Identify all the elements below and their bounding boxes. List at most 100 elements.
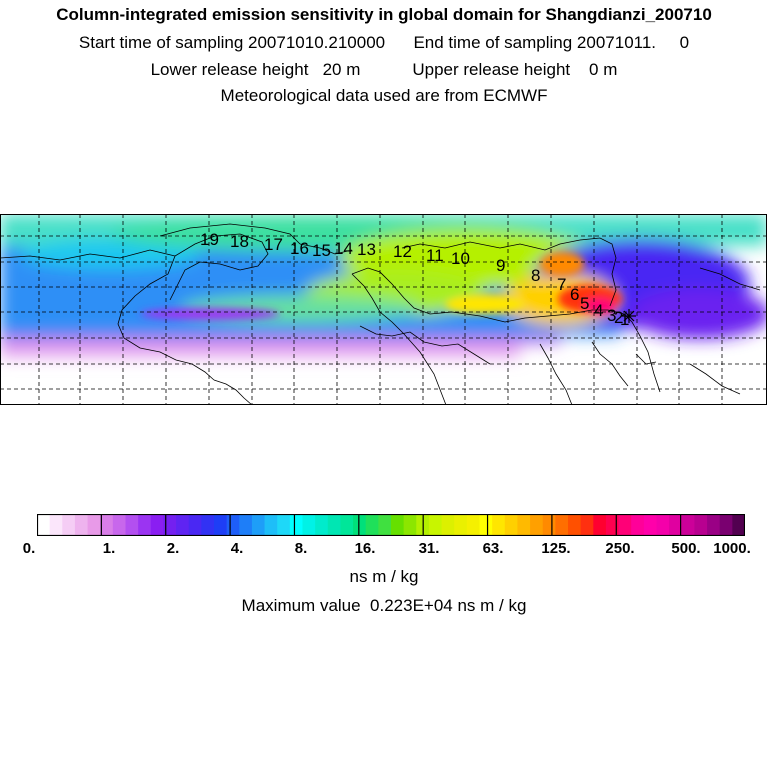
trajectory-label-10: 10 (451, 249, 470, 268)
trajectory-label-6: 6 (570, 285, 579, 304)
trajectory-label-17: 17 (264, 235, 283, 254)
colorbar-cell (378, 514, 392, 536)
colorbar-cell (340, 514, 354, 536)
colorbar-cell (492, 514, 506, 536)
sensitivity-map: 1 2 3 4 5 6 7 8 9 10 11 12 13 14 15 16 1… (0, 214, 767, 405)
colorbar-cell (542, 514, 556, 536)
trajectory-label-8: 8 (531, 266, 540, 285)
colorbar-tick-4: 8. (294, 540, 308, 557)
trajectory-label-13: 13 (357, 240, 376, 259)
colorbar-tick-2: 2. (166, 540, 180, 557)
colorbar-cell (264, 514, 278, 536)
colorbar-cells (37, 514, 745, 536)
colorbar (37, 514, 745, 536)
colorbar-tick-1: 1. (102, 540, 116, 557)
colorbar-tick-8: 125. (541, 540, 571, 557)
colorbar-cell (593, 514, 607, 536)
maximum-value-text: Maximum value 0.223E+04 ns m / kg (241, 596, 527, 615)
colorbar-cell (643, 514, 658, 536)
trajectory-label-18: 18 (230, 232, 249, 251)
colorbar-cell (226, 514, 240, 536)
trajectory-label-5: 5 (580, 294, 589, 313)
colorbar-cell (125, 514, 139, 536)
colorbar-cell (517, 514, 531, 536)
colorbar-tick-9: 250. (605, 540, 635, 557)
colorbar-cell (580, 514, 594, 536)
colorbar-cell (504, 514, 519, 536)
trajectory-label-16: 16 (290, 239, 309, 258)
colorbar-cell (403, 514, 417, 536)
colorbar-cell (391, 514, 405, 536)
colorbar-cell (201, 514, 215, 536)
colorbar-cell (289, 514, 304, 536)
colorbar-cell (669, 514, 683, 536)
colorbar-cell (74, 514, 89, 536)
colorbar-cell (707, 514, 721, 536)
colorbar-cell (454, 514, 468, 536)
release-height-line: Lower release height 20 m Upper release … (150, 60, 618, 79)
trajectory-label-7: 7 (557, 275, 566, 294)
trajectory-label-14: 14 (334, 239, 353, 258)
trajectory-label-9: 9 (496, 256, 505, 275)
colorbar-cell (37, 514, 51, 536)
trajectory-label-4: 4 (594, 301, 603, 320)
colorbar-tick-7: 63. (482, 540, 504, 557)
colorbar-cell (694, 514, 708, 536)
trajectory-label-15: 15 (312, 241, 331, 260)
colorbar-cell (214, 514, 228, 536)
trajectory-label-2: 2 (614, 308, 623, 327)
colorbar-cell (188, 514, 202, 536)
colorbar-cell (302, 514, 316, 536)
colorbar-cell (163, 514, 177, 536)
colorbar-tick-5: 16. (354, 540, 376, 557)
colorbar-tick-3: 4. (230, 540, 244, 557)
colorbar-cell (441, 514, 455, 536)
colorbar-cell (353, 514, 367, 536)
colorbar-tick-10: 500. (671, 540, 701, 557)
colorbar-cell (466, 514, 481, 536)
colorbar-dividers (100, 514, 682, 536)
colorbar-cell (176, 514, 190, 536)
colorbar-cell (732, 514, 745, 536)
figure-title: Column-integrated emission sensitivity i… (56, 5, 712, 24)
met-data-line: Meteorological data used are from ECMWF (220, 86, 548, 105)
colorbar-cell (112, 514, 127, 536)
trajectory-label-3: 3 (607, 306, 616, 325)
colorbar-cell (100, 514, 114, 536)
colorbar-cell (568, 514, 582, 536)
trajectory-label-12: 12 (393, 242, 412, 261)
colorbar-cell (251, 514, 266, 536)
colorbar-cell (62, 514, 76, 536)
colorbar-cell (631, 514, 645, 536)
colorbar-cell (618, 514, 632, 536)
colorbar-cell (530, 514, 544, 536)
colorbar-cell (656, 514, 670, 536)
colorbar-cell (428, 514, 443, 536)
colorbar-cell (719, 514, 733, 536)
colorbar-cell (277, 514, 291, 536)
colorbar-cell (479, 514, 493, 536)
colorbar-tick-0: 0. (22, 540, 36, 557)
map-border (0, 214, 767, 405)
colorbar-cell (150, 514, 165, 536)
colorbar-cell (138, 514, 152, 536)
sampling-time-line: Start time of sampling 20071010.210000 E… (78, 33, 690, 52)
colorbar-cell (327, 514, 342, 536)
colorbar-cell (555, 514, 569, 536)
colorbar-border (37, 514, 745, 536)
trajectory-label-11: 11 (426, 246, 444, 265)
star-icon (622, 309, 636, 323)
trajectory-label-19: 19 (200, 230, 219, 249)
colorbar-tick-6: 31. (418, 540, 440, 557)
colorbar-tick-11: 1000. (713, 540, 751, 557)
colorbar-cell (87, 514, 101, 536)
colorbar-unit: ns m / kg (349, 567, 419, 586)
colorbar-cell (365, 514, 379, 536)
colorbar-cell (239, 514, 253, 536)
colorbar-cell (681, 514, 696, 536)
colorbar-cell (315, 514, 329, 536)
lat-lon-grid (0, 214, 767, 405)
sensitivity-field (0, 214, 767, 358)
colorbar-cell (49, 514, 63, 536)
colorbar-cell (605, 514, 620, 536)
